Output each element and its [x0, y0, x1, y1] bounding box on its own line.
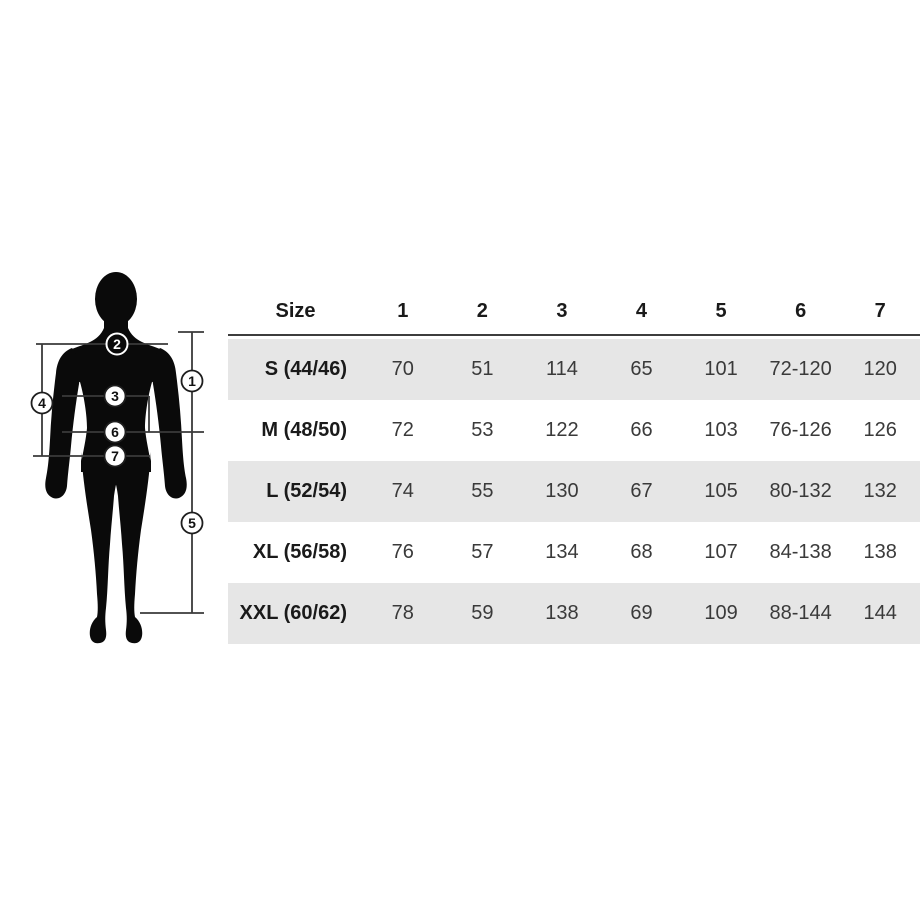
cell: 55: [471, 480, 494, 502]
cell: 134: [545, 541, 579, 563]
marker-2: 2: [105, 332, 129, 356]
cell: 130: [545, 480, 579, 502]
column-header-3: 3: [556, 299, 568, 322]
size-label: M (48/50): [261, 419, 347, 441]
cell: 76-126: [769, 419, 832, 441]
cell: 114: [545, 358, 578, 380]
cell: 80-132: [769, 480, 832, 502]
marker-2-label: 2: [113, 336, 121, 352]
cell: 105: [704, 480, 738, 502]
cell: 88-144: [769, 602, 832, 624]
size-label: L (52/54): [266, 480, 347, 502]
cell: 68: [630, 541, 653, 563]
cell: 101: [704, 358, 738, 380]
right-arm-shape: [152, 348, 187, 499]
marker-5-label: 5: [188, 515, 196, 531]
column-header-6: 6: [795, 299, 807, 322]
marker-4-label: 4: [38, 395, 46, 411]
table-row-m: M (48/50) 72 53 122 66 103 76-126 126: [228, 400, 920, 461]
size-table-body: S (44/46) 70 51 114 65 101 72-120 120 M …: [228, 339, 920, 644]
cell: 132: [863, 480, 897, 502]
cell: 107: [704, 541, 738, 563]
cell: 72: [391, 419, 414, 441]
cell: 69: [630, 602, 653, 624]
cell: 103: [704, 419, 738, 441]
cell: 66: [630, 419, 653, 441]
marker-3-label: 3: [111, 388, 119, 404]
right-leg-shape: [115, 452, 151, 644]
marker-6: 6: [103, 420, 127, 444]
column-header-1: 1: [397, 299, 409, 322]
column-header-size: Size: [275, 299, 316, 322]
table-row-s: S (44/46) 70 51 114 65 101 72-120 120: [228, 339, 920, 400]
marker-5: 5: [180, 511, 204, 535]
cell: 126: [863, 419, 897, 441]
size-table: Size 1 2 3 4 5 6 7 S (44/46) 70 51 114 6…: [228, 288, 920, 644]
cell: 51: [471, 358, 494, 380]
table-row-l: L (52/54) 74 55 130 67 105 80-132 132: [228, 461, 920, 522]
marker-4: 4: [30, 391, 54, 415]
table-row-xxl: XXL (60/62) 78 59 138 69 109 88-144 144: [228, 583, 920, 644]
marker-7-label: 7: [111, 448, 119, 464]
cell: 70: [391, 358, 414, 380]
cell: 67: [630, 480, 653, 502]
cell: 72-120: [769, 358, 832, 380]
table-row-xl: XL (56/58) 76 57 134 68 107 84-138 138: [228, 522, 920, 583]
cell: 59: [471, 602, 494, 624]
cell: 122: [545, 419, 579, 441]
cell: 138: [863, 541, 897, 563]
marker-7: 7: [103, 444, 127, 468]
left-arm-shape: [45, 348, 80, 499]
column-header-5: 5: [715, 299, 727, 322]
cell: 76: [391, 541, 414, 563]
size-label: S (44/46): [264, 358, 347, 380]
column-header-2: 2: [476, 299, 488, 322]
size-label: XXL (60/62): [239, 602, 347, 624]
marker-3: 3: [103, 384, 127, 408]
marker-6-label: 6: [111, 424, 119, 440]
cell: 57: [471, 541, 494, 563]
marker-1-label: 1: [188, 373, 196, 389]
cell: 144: [863, 602, 897, 624]
cell: 78: [391, 602, 414, 624]
cell: 53: [471, 419, 494, 441]
cell: 84-138: [769, 541, 832, 563]
left-leg-shape: [81, 452, 117, 644]
column-header-7: 7: [874, 299, 886, 322]
size-table-header: Size 1 2 3 4 5 6 7: [228, 288, 920, 336]
cell: 65: [630, 358, 653, 380]
marker-1: 1: [180, 369, 204, 393]
size-label: XL (56/58): [252, 541, 347, 563]
cell: 74: [391, 480, 414, 502]
measurement-markers: 1 2 3 4 5 6 7: [30, 332, 204, 535]
cell: 120: [863, 358, 897, 380]
cell: 138: [545, 602, 579, 624]
cell: 109: [704, 602, 738, 624]
column-header-4: 4: [635, 299, 648, 322]
